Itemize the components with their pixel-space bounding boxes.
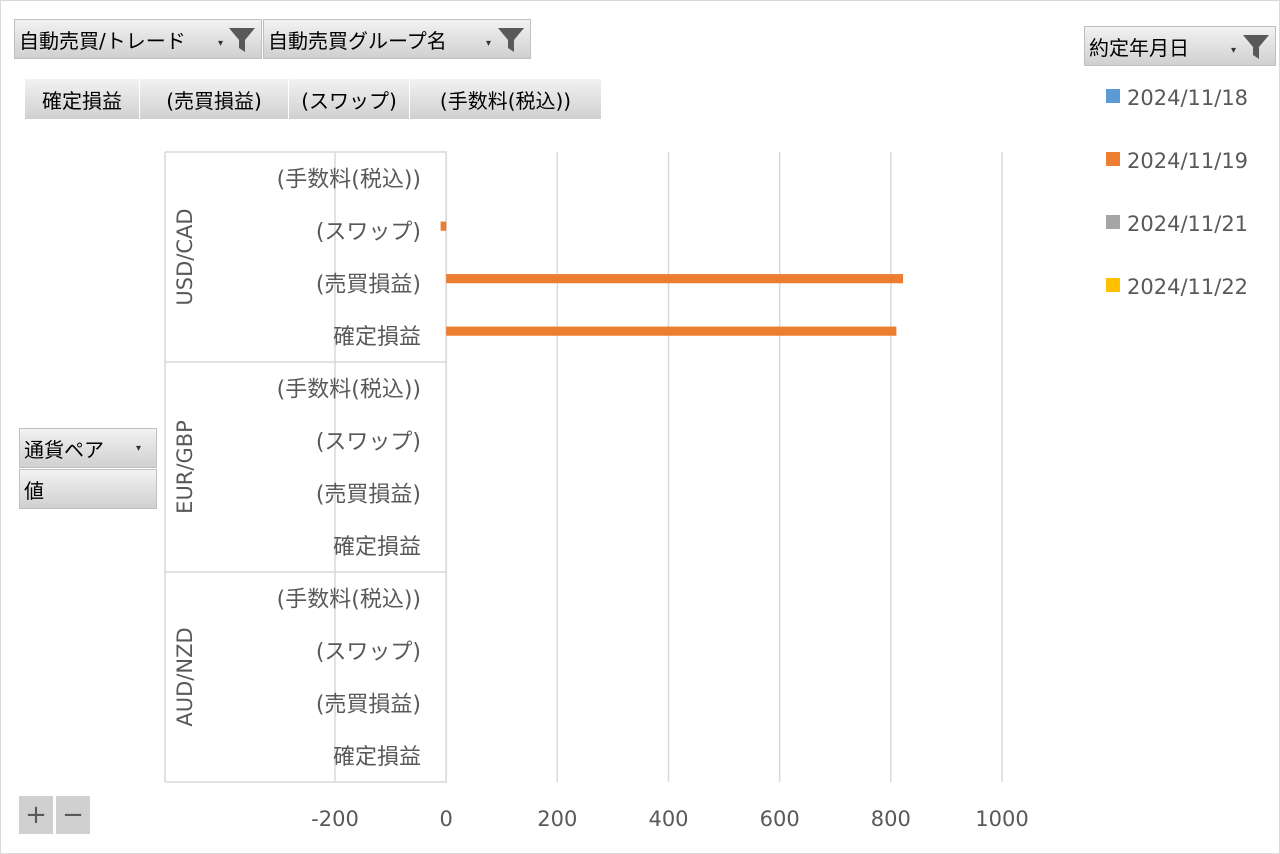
value-field-button[interactable]: 確定損益: [25, 79, 140, 119]
category-label: (スワップ): [316, 220, 421, 245]
legend-swatch: [1106, 89, 1120, 103]
x-tick-label: -200: [311, 807, 359, 831]
value-field-button[interactable]: (スワップ): [289, 79, 410, 119]
dropdown-icon: ▾: [1231, 45, 1237, 56]
x-tick-label: 0: [439, 807, 452, 831]
dropdown-icon: ▾: [136, 443, 142, 454]
legend-label: 2024/11/22: [1127, 275, 1248, 299]
group-filter-button[interactable]: 自動売買グループ名 ▾: [263, 19, 531, 59]
group-filter-label: 自動売買グループ名: [268, 28, 447, 53]
category-label: (手数料(税込)): [277, 167, 421, 192]
expand-button[interactable]: +: [19, 796, 53, 834]
x-tick-label: 400: [648, 807, 688, 831]
category-label: 確定損益: [333, 535, 421, 560]
category-label: 確定損益: [333, 325, 421, 350]
category-label: (売買損益): [316, 692, 421, 717]
value-field-button[interactable]: (手数料(税込)): [410, 79, 602, 119]
group-label: USD/CAD: [173, 208, 197, 305]
legend-swatch: [1106, 152, 1120, 166]
x-tick-label: 200: [537, 807, 577, 831]
filter-icon: [498, 28, 524, 52]
x-tick-label: 600: [760, 807, 800, 831]
category-label: 確定損益: [333, 745, 421, 770]
collapse-button[interactable]: −: [56, 796, 90, 834]
legend-label: 2024/11/21: [1127, 212, 1248, 236]
legend-swatch: [1106, 215, 1120, 229]
value-row-label: 値: [24, 478, 44, 503]
legend-label: 2024/11/19: [1127, 149, 1248, 173]
x-tick-label: 800: [871, 807, 911, 831]
trade-filter-button[interactable]: 自動売買/トレード ▾: [14, 19, 262, 59]
category-label: (手数料(税込)): [277, 377, 421, 402]
filter-icon: [229, 28, 255, 52]
x-tick-label: 1000: [975, 807, 1028, 831]
dropdown-icon: ▾: [486, 38, 492, 49]
date-filter-button[interactable]: 約定年月日 ▾: [1084, 26, 1276, 66]
category-label: (スワップ): [316, 430, 421, 455]
value-field-button[interactable]: (売買損益): [140, 79, 289, 119]
legend-label: 2024/11/18: [1127, 86, 1248, 110]
bar: [446, 326, 897, 336]
group-label: AUD/NZD: [173, 627, 197, 726]
category-label: (売買損益): [316, 272, 421, 297]
pair-field-label: 通貨ペア: [24, 437, 104, 462]
category-label: (売買損益): [316, 482, 421, 507]
legend-swatch: [1106, 278, 1120, 292]
category-label: (手数料(税込)): [277, 587, 421, 612]
value-row-button[interactable]: 値: [19, 469, 157, 509]
bar: [440, 221, 447, 231]
filter-icon: [1243, 35, 1269, 59]
trade-filter-label: 自動売買/トレード: [19, 28, 186, 53]
bar: [446, 274, 904, 284]
pair-field-button[interactable]: 通貨ペア ▾: [19, 428, 157, 468]
group-label: EUR/GBP: [173, 420, 197, 514]
category-label: (スワップ): [316, 640, 421, 665]
date-filter-label: 約定年月日: [1089, 35, 1189, 60]
dropdown-icon: ▾: [218, 38, 224, 49]
